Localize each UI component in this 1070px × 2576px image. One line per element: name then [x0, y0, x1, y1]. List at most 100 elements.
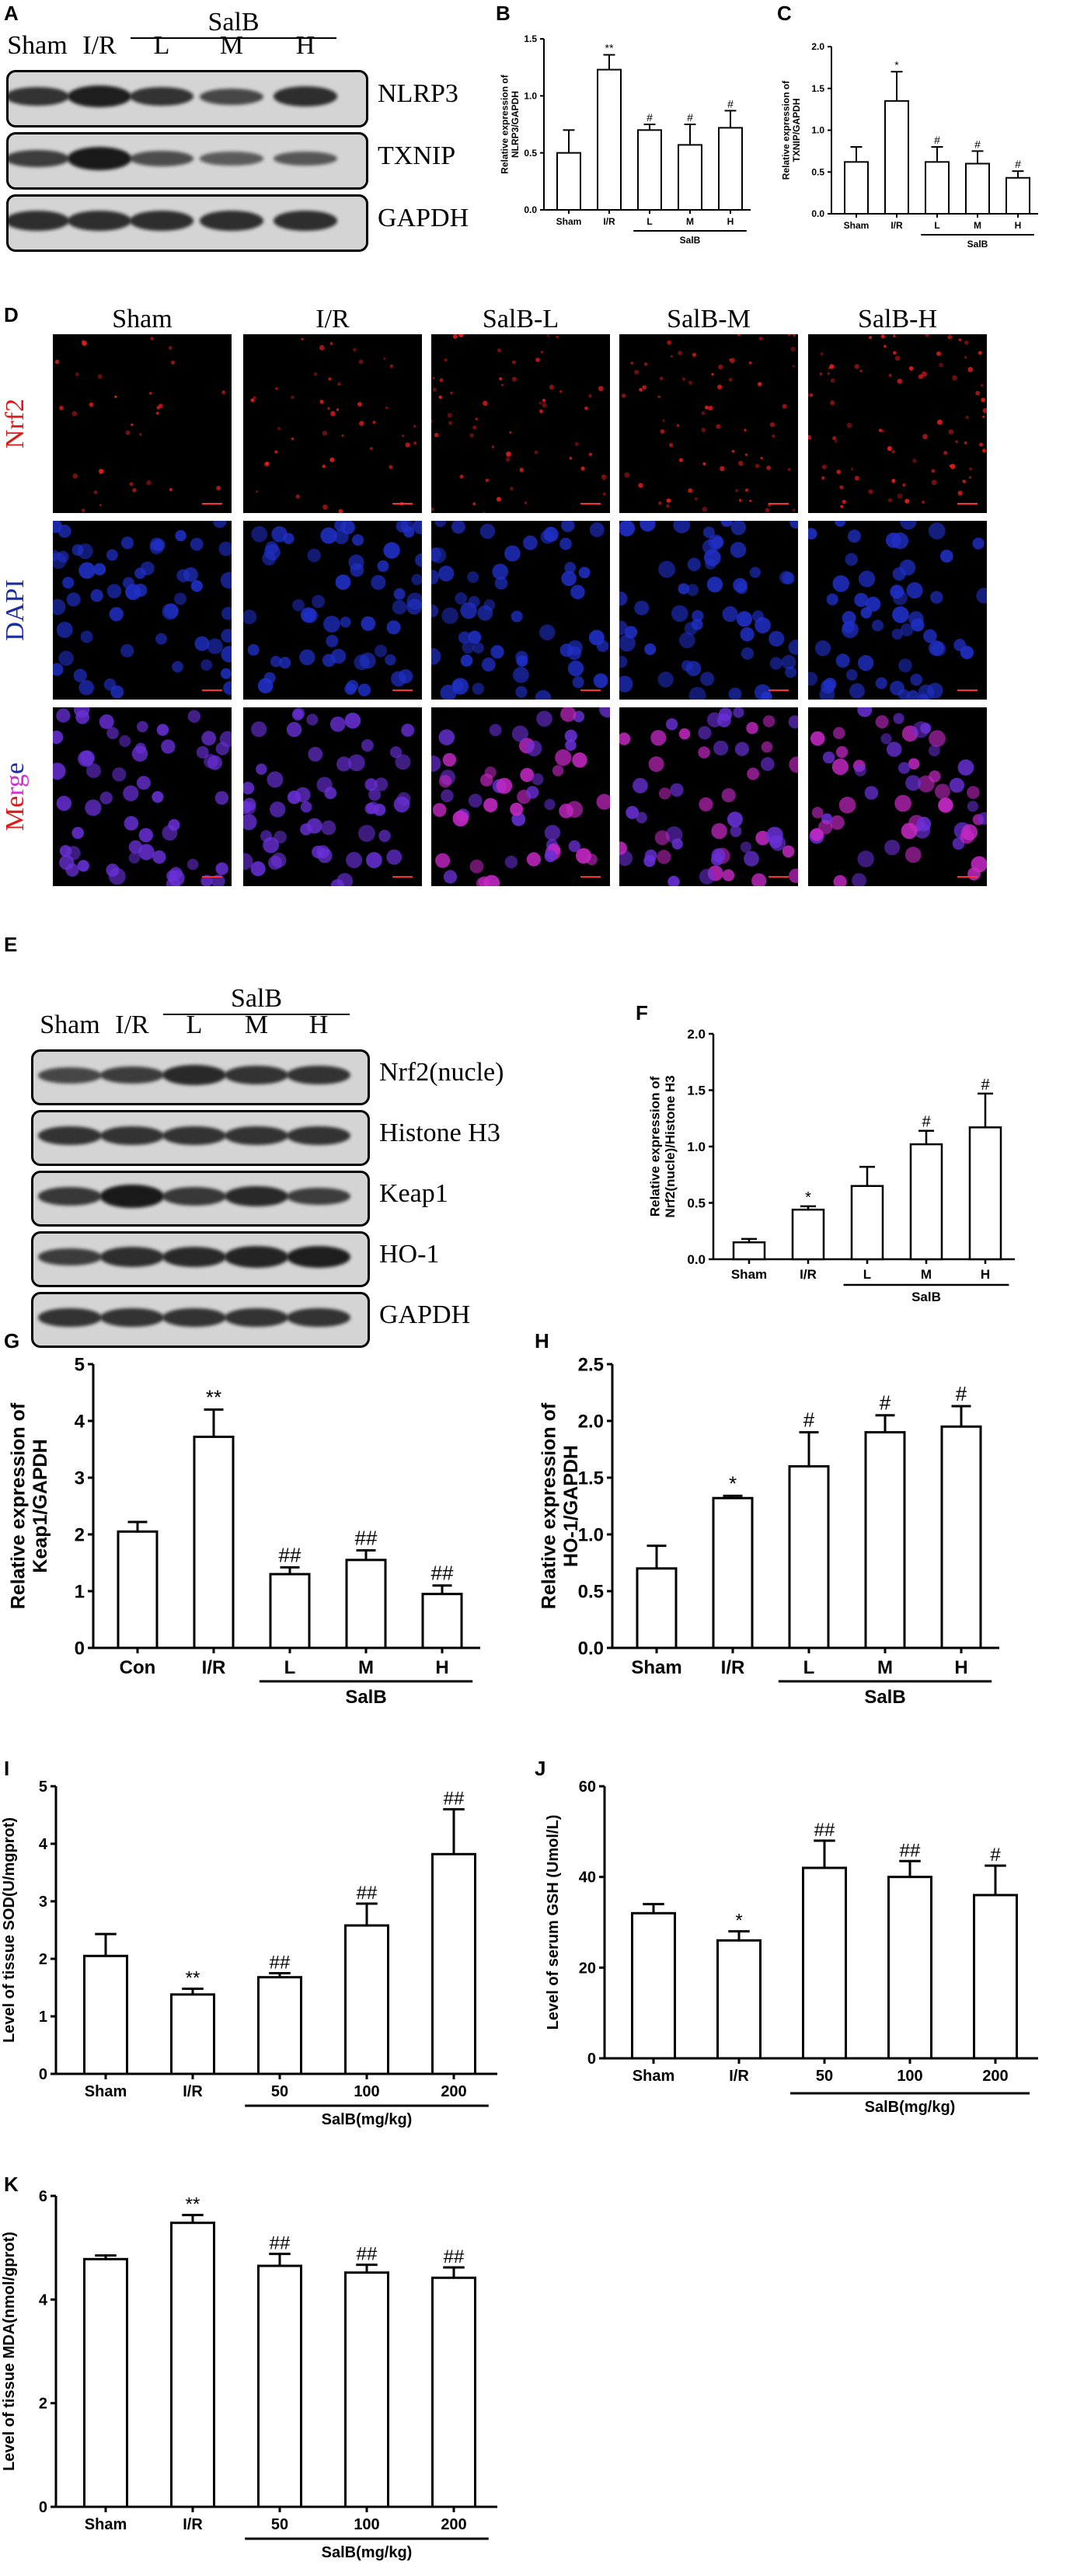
- if-row-label: DAPI: [1, 579, 30, 641]
- panel-label-j: J: [535, 1757, 546, 1780]
- x-tick-label: Sham: [731, 1267, 767, 1282]
- if-cell-spot: [440, 684, 457, 700]
- significance-mark: #: [956, 1382, 967, 1405]
- if-image-panel: [808, 521, 987, 700]
- significance-mark: *: [735, 1911, 742, 1932]
- if-cell-spot: [386, 849, 403, 865]
- y-tick-label: 0: [75, 1638, 85, 1659]
- if-cell-spot: [196, 745, 209, 759]
- if-cell-spot: [491, 445, 495, 449]
- if-cell-spot: [619, 521, 636, 537]
- y-tick-label: 0.5: [524, 148, 537, 159]
- if-cell-spot: [168, 870, 185, 886]
- if-cell-spot: [526, 852, 541, 867]
- y-tick-label: 0.5: [687, 1196, 706, 1210]
- bar: [968, 1126, 1002, 1261]
- if-cell-spot: [555, 749, 572, 766]
- if-cell-spot: [720, 521, 733, 527]
- if-cell-spot: [114, 395, 117, 399]
- if-cell-spot: [657, 672, 674, 688]
- if-cell-spot: [580, 466, 585, 471]
- bar-chart-h: 0.0 0.5 1.0 1.5 2.0 2.5 Relative expression of…: [538, 1354, 999, 1708]
- if-cell-spot: [490, 644, 504, 659]
- if-cell-spot: [405, 442, 410, 448]
- if-cell-spot: [313, 372, 318, 376]
- if-cell-spot: [698, 726, 712, 740]
- if-cell-spot: [506, 451, 511, 457]
- y-tick-label: 2.0: [811, 41, 824, 52]
- if-cell-spot: [766, 466, 771, 470]
- if-cell-spot: [900, 623, 914, 637]
- if-cell-spot: [190, 580, 203, 592]
- if-cell-spot: [832, 436, 837, 441]
- significance-mark: ##: [355, 1526, 378, 1549]
- significance-mark: **: [206, 1385, 221, 1408]
- if-cell-spot: [706, 576, 723, 593]
- if-cell-spot: [864, 786, 879, 800]
- if-cell-spot: [552, 765, 564, 777]
- x-tick-label: Sham: [844, 220, 870, 231]
- group-label: SalB(mg/kg): [865, 2099, 956, 2116]
- if-cell-spot: [542, 403, 547, 408]
- if-cell-spot: [842, 499, 846, 504]
- if-cell-spot: [576, 848, 591, 864]
- protein-band: [287, 1307, 350, 1328]
- if-cell-spot: [484, 766, 497, 779]
- if-cell-spot: [411, 574, 422, 585]
- blot-row-label: HO-1: [379, 1239, 440, 1269]
- bar: [1006, 176, 1030, 215]
- if-cell-spot: [131, 423, 134, 427]
- if-cell-spot: [106, 549, 118, 561]
- if-cell-spot: [740, 841, 751, 853]
- if-cell-spot: [688, 686, 706, 700]
- if-cell-spot: [744, 850, 759, 867]
- if-cell-spot: [814, 640, 831, 656]
- if-cell-spot: [477, 605, 493, 621]
- if-column-label: Sham: [112, 305, 173, 333]
- if-cell-spot: [152, 791, 164, 803]
- significance-mark: #: [803, 1408, 815, 1432]
- if-cell-spot: [402, 435, 405, 438]
- if-cell-spot: [838, 796, 856, 814]
- if-cell-spot: [624, 472, 630, 478]
- y-tick-label: 0: [39, 2066, 47, 2083]
- bar: [431, 2276, 476, 2508]
- lane-label: I/R: [82, 31, 117, 60]
- if-cell-spot: [497, 348, 501, 353]
- if-cell-spot: [744, 428, 747, 431]
- if-cell-spot: [216, 485, 221, 490]
- if-cell-spot: [353, 347, 357, 352]
- y-tick-label: 1.5: [811, 83, 824, 94]
- if-cell-spot: [904, 498, 910, 504]
- if-cell-spot: [469, 859, 484, 874]
- if-cell-spot: [58, 651, 74, 666]
- if-cell-spot: [99, 714, 114, 729]
- if-cell-spot: [982, 407, 987, 414]
- significance-mark: #: [687, 111, 693, 124]
- if-cell-spot: [593, 673, 608, 689]
- if-cell-spot: [389, 364, 394, 368]
- x-tick-label: L: [284, 1657, 296, 1678]
- x-tick-label: Sham: [85, 2083, 127, 2100]
- if-cell-spot: [692, 352, 697, 358]
- if-cell-spot: [928, 522, 946, 539]
- if-cell-spot: [125, 430, 131, 435]
- y-axis-title: Relative expression ofNLRP3/GAPDH: [499, 74, 521, 173]
- y-tick-label: 1.5: [524, 33, 537, 44]
- if-cell-spot: [678, 351, 683, 355]
- if-cell-spot: [831, 758, 849, 775]
- panel-label-c: C: [777, 2, 792, 25]
- x-tick-label: L: [647, 216, 652, 227]
- if-cell-spot: [271, 526, 288, 543]
- if-cell-spot: [757, 382, 762, 386]
- if-cell-spot: [561, 521, 575, 532]
- if-cell-spot: [500, 383, 504, 386]
- if-image-panel: [243, 334, 422, 513]
- if-cell-spot: [788, 715, 798, 729]
- if-cell-spot: [789, 756, 798, 773]
- if-cell-spot: [277, 427, 281, 431]
- protein-band: [274, 86, 337, 106]
- if-cell-spot: [845, 553, 858, 566]
- if-cell-spot: [136, 776, 151, 791]
- bar: [973, 1894, 1018, 2060]
